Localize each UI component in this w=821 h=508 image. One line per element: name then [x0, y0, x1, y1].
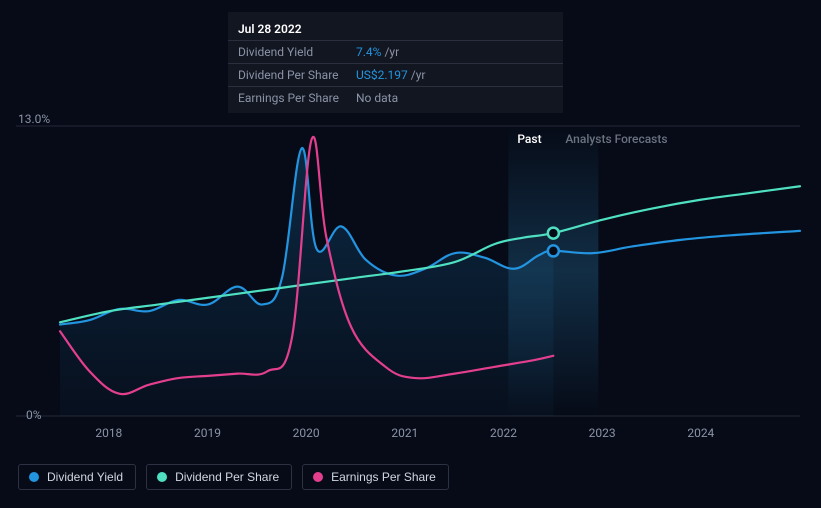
x-axis-tick: 2021: [391, 426, 418, 440]
legend-item-label: Dividend Yield: [47, 470, 123, 484]
x-axis-tick: 2018: [95, 426, 122, 440]
dividend-chart: 13.0% 0% 2018 2019 2020 2021 2022 2023 2024 Pa…: [0, 0, 821, 508]
x-axis-tick: 2023: [589, 426, 616, 440]
y-axis-min-label: 0%: [26, 408, 42, 422]
legend-item-dividend-yield[interactable]: Dividend Yield: [18, 464, 136, 490]
tooltip-row-value: No data: [356, 91, 398, 105]
x-axis-tick: 2022: [490, 426, 517, 440]
chart-legend: Dividend Yield Dividend Per Share Earnings…: [18, 464, 449, 490]
tooltip-row: Earnings Per ShareNo data: [228, 86, 563, 109]
forecast-label: Analysts Forecasts: [565, 132, 667, 146]
legend-dot-icon: [313, 472, 323, 482]
tooltip-row: Dividend Yield7.4%/yr: [228, 40, 563, 63]
tooltip-row-unit: /yr: [384, 45, 399, 59]
x-axis-tick: 2024: [687, 426, 714, 440]
legend-item-label: Earnings Per Share: [331, 470, 436, 484]
legend-dot-icon: [157, 472, 167, 482]
tooltip-row-label: Dividend Per Share: [238, 68, 356, 82]
tooltip-row-value: 7.4%: [356, 45, 381, 59]
chart-tooltip: Jul 28 2022 Dividend Yield7.4%/yrDividen…: [228, 12, 563, 113]
y-axis-max-label: 13.0%: [18, 112, 50, 126]
tooltip-row-label: Dividend Yield: [238, 45, 356, 59]
legend-item-dividend-per-share[interactable]: Dividend Per Share: [146, 464, 292, 490]
legend-item-earnings-per-share[interactable]: Earnings Per Share: [302, 464, 449, 490]
tooltip-row-value: US$2.197: [356, 68, 408, 82]
tooltip-row: Dividend Per ShareUS$2.197/yr: [228, 63, 563, 86]
x-axis-tick: 2020: [293, 426, 320, 440]
tooltip-row-unit: /yr: [411, 68, 426, 82]
past-label: Past: [517, 132, 541, 146]
legend-dot-icon: [29, 472, 39, 482]
tooltip-title: Jul 28 2022: [228, 16, 563, 40]
tooltip-row-label: Earnings Per Share: [238, 91, 356, 105]
x-axis-tick: 2019: [194, 426, 221, 440]
legend-item-label: Dividend Per Share: [175, 470, 279, 484]
